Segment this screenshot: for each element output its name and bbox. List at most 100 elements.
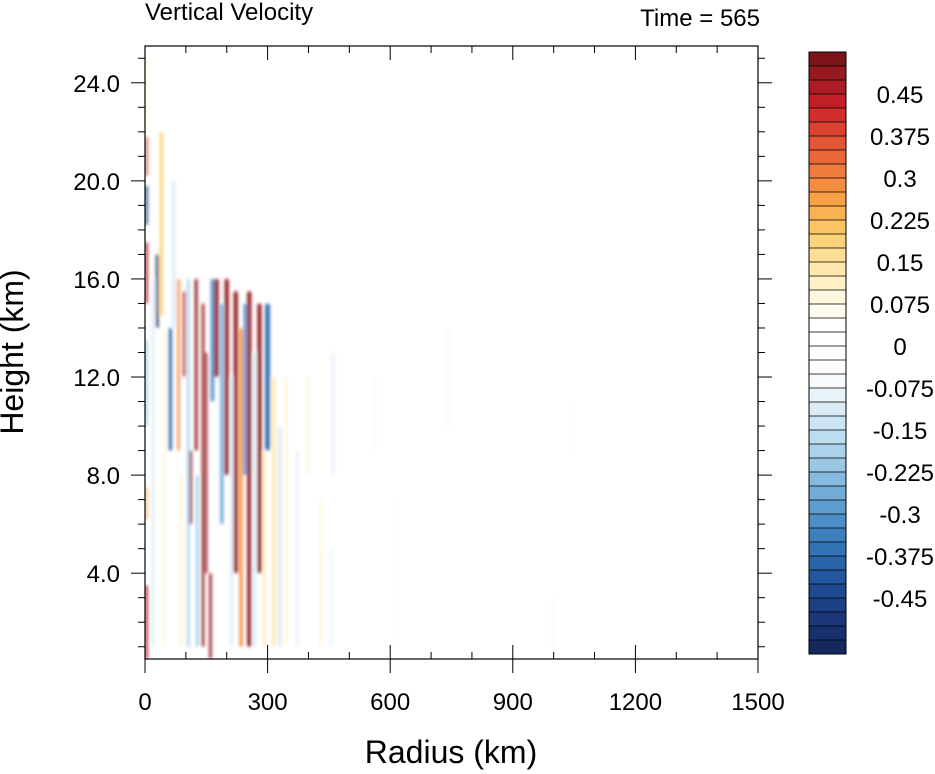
colorbar-box — [809, 290, 846, 305]
velocity-streak — [263, 450, 266, 647]
colorbar-box — [809, 514, 846, 529]
velocity-streak — [214, 278, 219, 377]
velocity-streak — [306, 377, 311, 476]
colorbar-box — [809, 584, 846, 599]
colorbar-box — [809, 402, 846, 417]
colorbar-box — [809, 108, 846, 123]
colorbar-label: 0 — [893, 334, 906, 361]
colorbar-box — [809, 192, 846, 207]
colorbar-label: -0.075 — [866, 376, 934, 403]
velocity-streak — [220, 303, 224, 525]
velocity-streak — [239, 328, 243, 647]
velocity-streak — [243, 303, 247, 476]
velocity-streak — [247, 291, 252, 647]
colorbar-box — [809, 220, 846, 235]
colorbar-box — [809, 472, 846, 487]
velocity-streak — [159, 131, 163, 316]
velocity-streak — [253, 352, 256, 647]
axis-ticks — [131, 46, 772, 673]
colorbar-box — [809, 444, 846, 459]
colorbar-label: 0.3 — [883, 166, 916, 193]
colorbar-label: -0.45 — [873, 586, 928, 613]
colorbar-box — [809, 234, 846, 249]
colorbar-box — [809, 150, 846, 165]
velocity-streak — [572, 401, 576, 451]
velocity-streak — [397, 499, 400, 647]
colorbar-label: 0.45 — [877, 82, 924, 109]
colorbar-box — [809, 486, 846, 501]
velocity-streak — [183, 291, 186, 377]
colorbar — [808, 51, 847, 655]
velocity-streak — [189, 450, 192, 525]
velocity-streak — [145, 585, 148, 659]
colorbar-box — [809, 570, 846, 585]
y-tick-label: 8.0 — [87, 463, 120, 490]
velocity-streak — [210, 278, 215, 402]
velocity-streak — [319, 499, 323, 647]
colorbar-label: -0.3 — [879, 502, 920, 529]
colorbar-label: -0.225 — [866, 460, 934, 487]
y-tick-label: 24.0 — [73, 71, 120, 98]
colorbar-label: 0.225 — [870, 208, 930, 235]
y-tick-label: 20.0 — [73, 169, 120, 196]
x-axis-label: Radius (km) — [365, 734, 537, 770]
y-tick-label: 12.0 — [73, 365, 120, 392]
colorbar-frame — [808, 51, 847, 655]
colorbar-box — [809, 612, 846, 627]
colorbar-label: -0.15 — [873, 418, 928, 445]
y-tick-label: 16.0 — [73, 267, 120, 294]
time-label: Time = 565 — [640, 5, 760, 32]
velocity-streak — [205, 352, 208, 574]
colorbar-box — [809, 122, 846, 137]
velocity-streak — [233, 291, 238, 574]
colorbar-box — [809, 94, 846, 109]
colorbar-box — [809, 360, 846, 375]
velocity-streak — [277, 426, 282, 647]
chart-title: Vertical Velocity — [145, 0, 313, 26]
x-tick-labels: 0 300 600 900 1200 1500 — [138, 689, 784, 716]
colorbar-box — [809, 276, 846, 291]
colorbar-box — [809, 374, 846, 389]
velocity-streak — [230, 377, 233, 647]
colorbar-label: 0.075 — [870, 292, 930, 319]
velocity-streak — [179, 475, 183, 647]
colorbar-box — [809, 304, 846, 319]
velocity-streak — [194, 278, 198, 451]
x-tick-label: 600 — [370, 689, 410, 716]
x-tick-label: 1500 — [731, 689, 784, 716]
colorbar-box — [809, 416, 846, 431]
colorbar-label: 0.375 — [870, 124, 930, 151]
colorbar-box — [809, 178, 846, 193]
velocity-streak — [445, 328, 450, 427]
velocity-streak — [552, 597, 555, 647]
colorbar-box — [809, 458, 846, 473]
velocity-streak — [284, 377, 288, 647]
velocity-streak — [156, 254, 159, 328]
colorbar-box — [809, 640, 846, 655]
colorbar-box — [809, 80, 846, 95]
colorbar-box — [809, 52, 846, 67]
plot-background — [145, 46, 758, 659]
y-tick-label: 4.0 — [87, 561, 120, 588]
velocity-streak — [272, 377, 276, 647]
colorbar-box — [809, 206, 846, 221]
colorbar-box — [809, 626, 846, 641]
x-tick-label: 900 — [493, 689, 533, 716]
velocity-streak — [265, 303, 270, 451]
velocity-streak — [257, 303, 262, 574]
velocity-streak — [163, 328, 166, 647]
colorbar-label: -0.375 — [866, 544, 934, 571]
colorbar-box — [809, 500, 846, 515]
colorbar-box — [809, 430, 846, 445]
velocity-streak — [209, 573, 212, 659]
plot-frame — [144, 45, 759, 660]
colorbar-box — [809, 164, 846, 179]
colorbar-box — [809, 346, 846, 361]
velocity-streak — [329, 548, 333, 647]
velocity-streak — [145, 242, 148, 304]
velocity-streak — [145, 487, 148, 520]
colorbar-box — [809, 318, 846, 333]
x-tick-label: 1200 — [609, 689, 662, 716]
colorbar-box — [809, 542, 846, 557]
colorbar-label: 0.15 — [877, 250, 924, 277]
